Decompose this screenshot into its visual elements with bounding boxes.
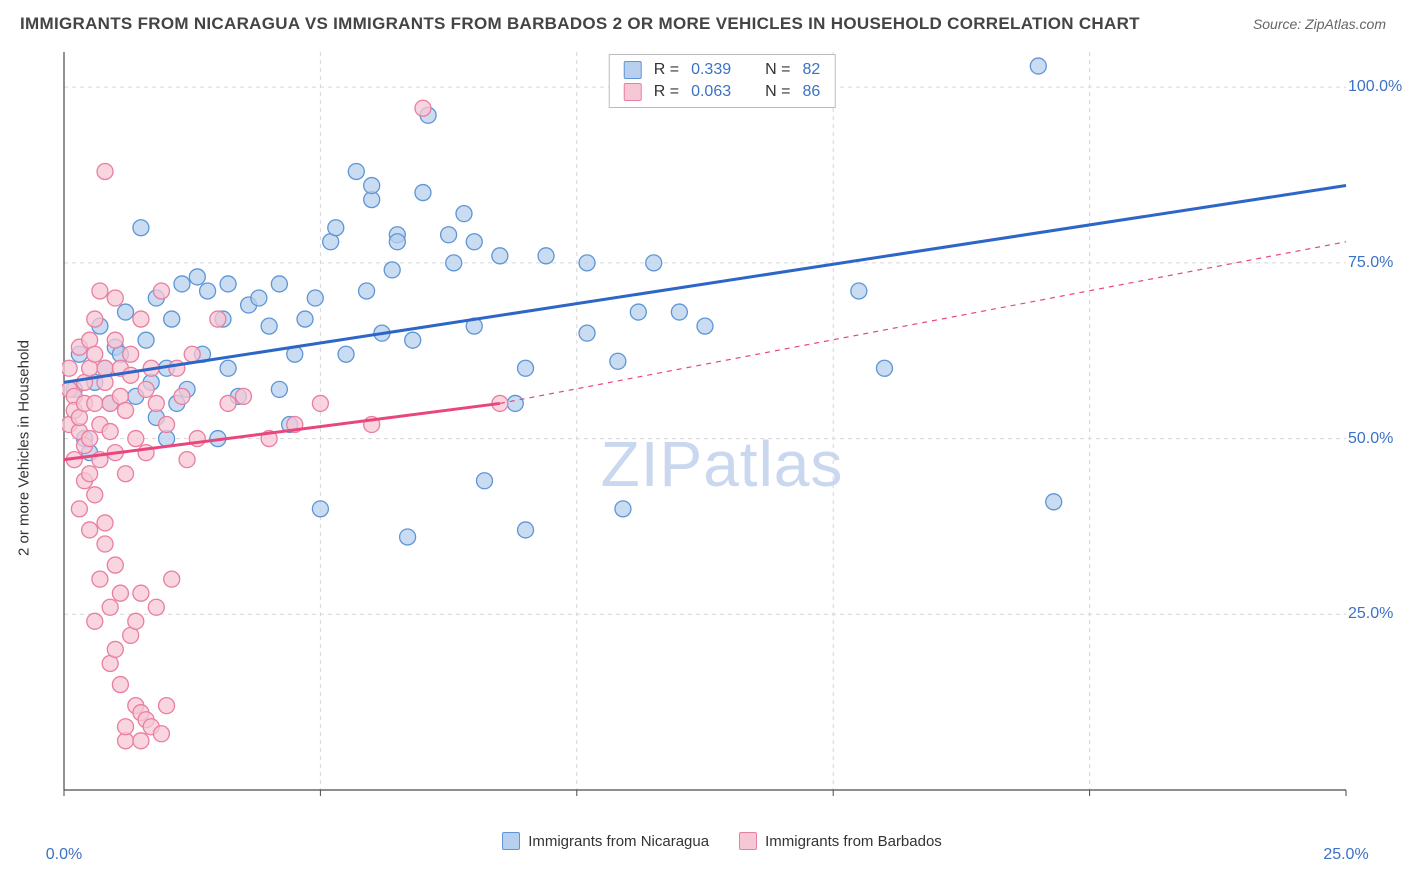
y-axis-label: 2 or more Vehicles in Household xyxy=(16,340,33,556)
r-label: R = xyxy=(654,83,679,101)
n-label: N = xyxy=(765,61,790,79)
y-tick-label: 100.0% xyxy=(1348,78,1402,96)
corr-row: R = 0.063 N = 86 xyxy=(624,81,821,103)
r-value: 0.339 xyxy=(691,61,731,79)
swatch-icon xyxy=(624,61,642,79)
source-credit: Source: ZipAtlas.com xyxy=(1253,16,1386,32)
corr-row: R = 0.339 N = 82 xyxy=(624,59,821,81)
scatter-plot xyxy=(62,48,1352,818)
n-label: N = xyxy=(765,83,790,101)
correlation-legend: R = 0.339 N = 82 R = 0.063 N = 86 xyxy=(609,54,836,108)
legend-bottom: Immigrants from Nicaragua Immigrants fro… xyxy=(52,832,1392,850)
n-value: 82 xyxy=(802,61,820,79)
swatch-icon xyxy=(502,832,520,850)
legend-item: Immigrants from Nicaragua xyxy=(502,832,709,850)
y-tick-label: 75.0% xyxy=(1348,254,1393,272)
legend-item: Immigrants from Barbados xyxy=(739,832,942,850)
y-tick-label: 50.0% xyxy=(1348,430,1393,448)
legend-label: Immigrants from Nicaragua xyxy=(528,833,709,850)
chart-area: 2 or more Vehicles in Household ZIPatlas… xyxy=(52,48,1392,848)
n-value: 86 xyxy=(802,83,820,101)
chart-title: IMMIGRANTS FROM NICARAGUA VS IMMIGRANTS … xyxy=(20,14,1140,34)
legend-label: Immigrants from Barbados xyxy=(765,833,942,850)
y-tick-label: 25.0% xyxy=(1348,605,1393,623)
swatch-icon xyxy=(739,832,757,850)
r-value: 0.063 xyxy=(691,83,731,101)
r-label: R = xyxy=(654,61,679,79)
swatch-icon xyxy=(624,83,642,101)
